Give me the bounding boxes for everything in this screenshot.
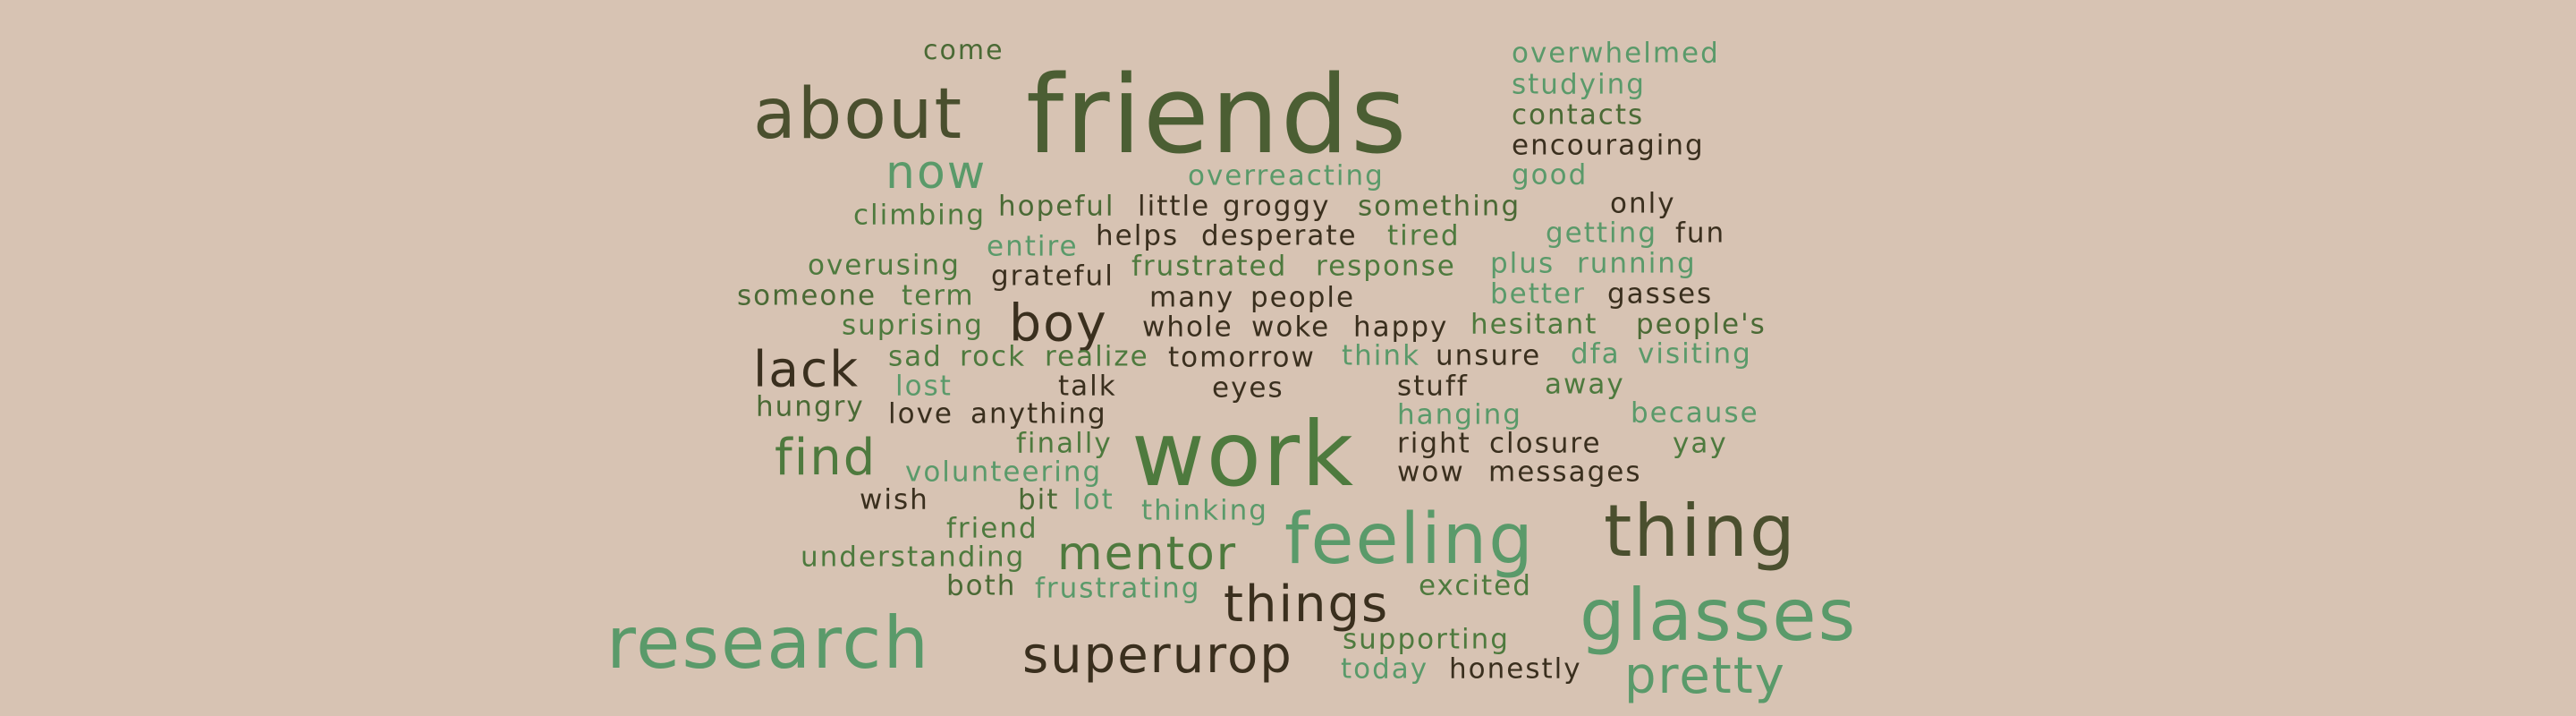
word-right: right bbox=[1397, 427, 1471, 460]
word-good: good bbox=[1512, 158, 1589, 192]
word-thinking: thinking bbox=[1141, 494, 1268, 527]
word-something: something bbox=[1358, 190, 1521, 223]
word-hopeful: hopeful bbox=[998, 190, 1115, 223]
word-stuff: stuff bbox=[1397, 370, 1469, 403]
word-hungry: hungry bbox=[756, 390, 865, 423]
word-studying: studying bbox=[1512, 68, 1646, 101]
word-people: people bbox=[1250, 281, 1356, 314]
word-unsure: unsure bbox=[1436, 339, 1542, 372]
word-mentor: mentor bbox=[1057, 527, 1238, 581]
word-anything: anything bbox=[970, 397, 1107, 430]
word-woke: woke bbox=[1251, 311, 1331, 344]
word-bit: bit bbox=[1018, 483, 1060, 516]
word-wow: wow bbox=[1397, 456, 1465, 489]
word-groggy: groggy bbox=[1223, 190, 1331, 223]
word-friends: friends bbox=[1026, 54, 1409, 178]
word-now: now bbox=[886, 146, 987, 200]
word-away: away bbox=[1545, 368, 1625, 401]
word-lost: lost bbox=[895, 370, 953, 403]
word-encouraging: encouraging bbox=[1512, 129, 1705, 162]
word-talk: talk bbox=[1058, 370, 1117, 403]
word-things: things bbox=[1224, 575, 1390, 634]
word-suprising: suprising bbox=[842, 309, 984, 342]
word-research: research bbox=[606, 601, 931, 685]
word-getting: getting bbox=[1546, 217, 1657, 250]
word-lack: lack bbox=[753, 340, 860, 398]
word-climbing: climbing bbox=[853, 199, 987, 232]
word-supporting: supporting bbox=[1343, 623, 1510, 656]
word-overreacting: overreacting bbox=[1188, 159, 1385, 192]
word-peoples: people's bbox=[1636, 308, 1767, 341]
word-because: because bbox=[1631, 396, 1759, 430]
word-overusing: overusing bbox=[808, 249, 961, 282]
word-response: response bbox=[1316, 250, 1456, 283]
word-closure: closure bbox=[1489, 427, 1602, 460]
word-about: about bbox=[753, 74, 964, 155]
word-whole: whole bbox=[1142, 311, 1233, 344]
word-glasses: glasses bbox=[1580, 574, 1858, 657]
word-tired: tired bbox=[1387, 219, 1461, 252]
word-frustrated: frustrated bbox=[1131, 250, 1288, 283]
word-dfa: dfa bbox=[1571, 337, 1621, 371]
word-work: work bbox=[1131, 402, 1355, 507]
word-helps: helps bbox=[1096, 219, 1180, 252]
word-frustrating: frustrating bbox=[1035, 572, 1201, 605]
word-desperate: desperate bbox=[1201, 219, 1358, 252]
word-find: find bbox=[775, 429, 877, 487]
word-excited: excited bbox=[1419, 569, 1532, 602]
word-think: think bbox=[1342, 339, 1421, 372]
word-only: only bbox=[1610, 187, 1676, 220]
word-little: little bbox=[1138, 190, 1211, 223]
word-happy: happy bbox=[1353, 311, 1449, 344]
word-term: term bbox=[902, 279, 975, 312]
word-hesitant: hesitant bbox=[1470, 308, 1598, 341]
word-grateful: grateful bbox=[991, 260, 1114, 293]
word-visiting: visiting bbox=[1638, 337, 1752, 371]
word-honestly: honestly bbox=[1449, 652, 1582, 686]
word-rock: rock bbox=[960, 340, 1027, 373]
word-sad: sad bbox=[888, 340, 943, 373]
word-tomorrow: tomorrow bbox=[1168, 341, 1316, 374]
word-friend: friend bbox=[946, 512, 1038, 545]
word-contacts: contacts bbox=[1512, 98, 1645, 132]
word-thing: thing bbox=[1604, 490, 1797, 573]
word-messages: messages bbox=[1488, 456, 1642, 489]
word-feeling: feeling bbox=[1284, 499, 1535, 580]
word-gasses: gasses bbox=[1607, 277, 1714, 311]
word-hanging: hanging bbox=[1397, 398, 1522, 431]
word-both: both bbox=[946, 569, 1017, 602]
word-someone: someone bbox=[737, 279, 877, 312]
word-plus: plus bbox=[1490, 247, 1555, 280]
word-come: come bbox=[923, 35, 1004, 66]
word-entire: entire bbox=[987, 230, 1079, 263]
word-lot: lot bbox=[1073, 483, 1114, 516]
word-better: better bbox=[1490, 277, 1586, 311]
word-overwhelmed: overwhelmed bbox=[1512, 37, 1720, 70]
word-boy: boy bbox=[1009, 294, 1108, 354]
word-volunteering: volunteering bbox=[905, 456, 1103, 489]
word-love: love bbox=[888, 397, 953, 430]
word-finally: finally bbox=[1016, 427, 1113, 460]
word-running: running bbox=[1577, 247, 1697, 280]
word-fun: fun bbox=[1675, 217, 1726, 250]
word-realize: realize bbox=[1045, 340, 1149, 373]
word-eyes: eyes bbox=[1212, 371, 1284, 405]
word-superurop: superurop bbox=[1022, 626, 1293, 685]
word-understanding: understanding bbox=[801, 541, 1026, 574]
word-many: many bbox=[1149, 281, 1235, 314]
word-yay: yay bbox=[1673, 427, 1728, 460]
word-pretty: pretty bbox=[1624, 647, 1786, 705]
word-wish: wish bbox=[860, 483, 929, 516]
word-today: today bbox=[1341, 652, 1429, 686]
